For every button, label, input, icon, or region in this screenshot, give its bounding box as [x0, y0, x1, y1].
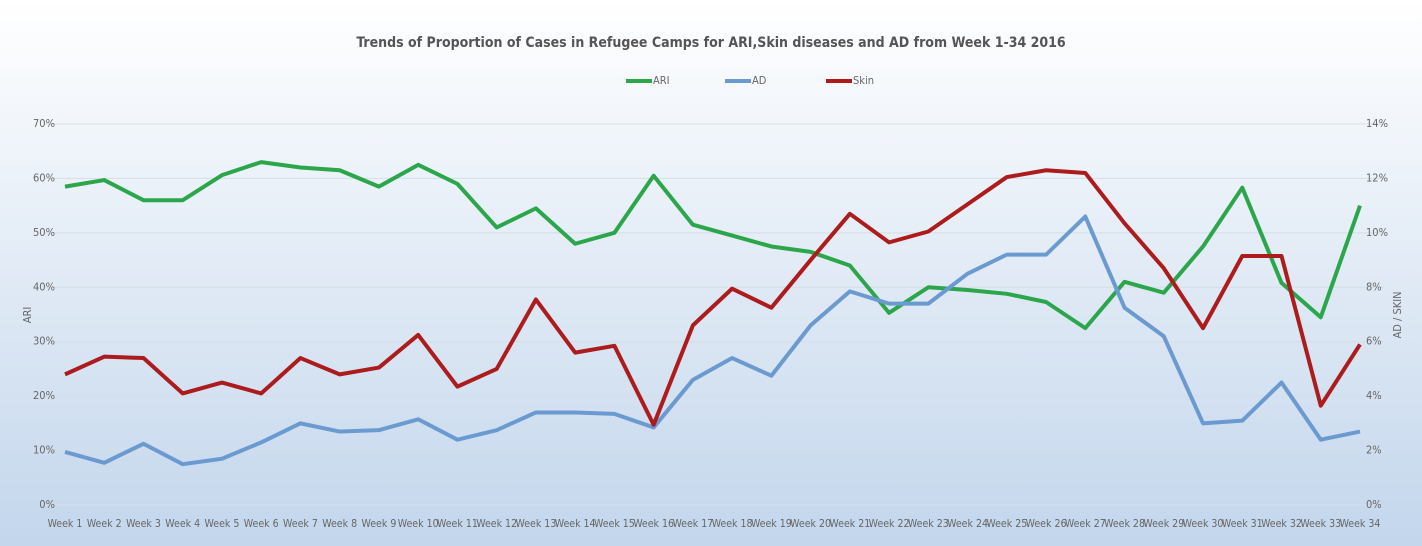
- x-tick-label: Week 4: [165, 518, 200, 530]
- legend-label: ARI: [653, 74, 670, 87]
- data-line: [64, 214, 1361, 467]
- x-tick-label: Week 24: [947, 518, 988, 530]
- data-line: [64, 160, 1362, 331]
- y2-tick-label: 8%: [1366, 280, 1382, 293]
- data-line: [64, 168, 1362, 427]
- x-tick-label: Week 25: [986, 518, 1027, 530]
- x-tick-label: Week 32: [1261, 518, 1302, 530]
- y2-tick-label: 2%: [1366, 444, 1382, 457]
- x-tick-label: Week 10: [398, 518, 439, 530]
- x-tick-label: Week 14: [555, 518, 596, 530]
- y-axis-label: ARI: [21, 307, 34, 324]
- y-tick-label: 70%: [33, 117, 55, 130]
- x-tick-label: Week 26: [1026, 518, 1067, 530]
- x-tick-label: Week 34: [1340, 518, 1381, 530]
- legend-label: Skin: [853, 74, 874, 87]
- y2-tick-label: 0%: [1366, 498, 1382, 511]
- x-tick-label: Week 1: [48, 518, 83, 530]
- y2-tick-label: 12%: [1366, 171, 1388, 184]
- x-tick-label: Week 29: [1143, 518, 1184, 530]
- x-tick-label: Week 27: [1065, 518, 1106, 530]
- x-tick-label: Week 30: [1183, 518, 1224, 530]
- y-tick-label: 50%: [33, 226, 55, 239]
- x-tick-label: Week 17: [672, 518, 713, 530]
- y-tick-label: 0%: [39, 498, 55, 511]
- x-tick-label: Week 8: [322, 518, 357, 530]
- y-tick-label: 20%: [33, 389, 55, 402]
- x-tick-label: Week 21: [829, 518, 870, 530]
- y2-axis-label: AD / SKIN: [1391, 291, 1404, 338]
- x-tick-label: Week 33: [1300, 518, 1341, 530]
- x-tick-label: Week 13: [515, 518, 556, 530]
- chart-title: Trends of Proportion of Cases in Refugee…: [356, 35, 1066, 51]
- x-tick-label: Week 11: [437, 518, 478, 530]
- y2-tick-label: 14%: [1366, 117, 1388, 130]
- x-tick-label: Week 12: [476, 518, 517, 530]
- y2-tick-label: 10%: [1366, 226, 1388, 239]
- x-tick-label: Week 2: [87, 518, 122, 530]
- x-tick-label: Week 15: [594, 518, 635, 530]
- legend-label: AD: [752, 74, 767, 87]
- x-tick-label: Week 28: [1104, 518, 1145, 530]
- x-tick-label: Week 9: [362, 518, 397, 530]
- x-tick-label: Week 6: [244, 518, 279, 530]
- x-tick-label: Week 23: [908, 518, 949, 530]
- y-tick-label: 10%: [33, 444, 55, 457]
- x-tick-label: Week 16: [633, 518, 674, 530]
- y-tick-label: 30%: [33, 335, 55, 348]
- x-tick-label: Week 20: [790, 518, 831, 530]
- x-tick-label: Week 18: [712, 518, 753, 530]
- y-tick-label: 40%: [33, 280, 55, 293]
- x-tick-label: Week 3: [126, 518, 161, 530]
- x-tick-label: Week 19: [751, 518, 792, 530]
- y2-tick-label: 4%: [1366, 389, 1382, 402]
- x-tick-label: Week 7: [283, 518, 318, 530]
- x-tick-label: Week 5: [205, 518, 240, 530]
- x-tick-label: Week 22: [869, 518, 910, 530]
- y-tick-label: 60%: [33, 171, 55, 184]
- x-tick-label: Week 31: [1222, 518, 1263, 530]
- y2-tick-label: 6%: [1366, 335, 1382, 348]
